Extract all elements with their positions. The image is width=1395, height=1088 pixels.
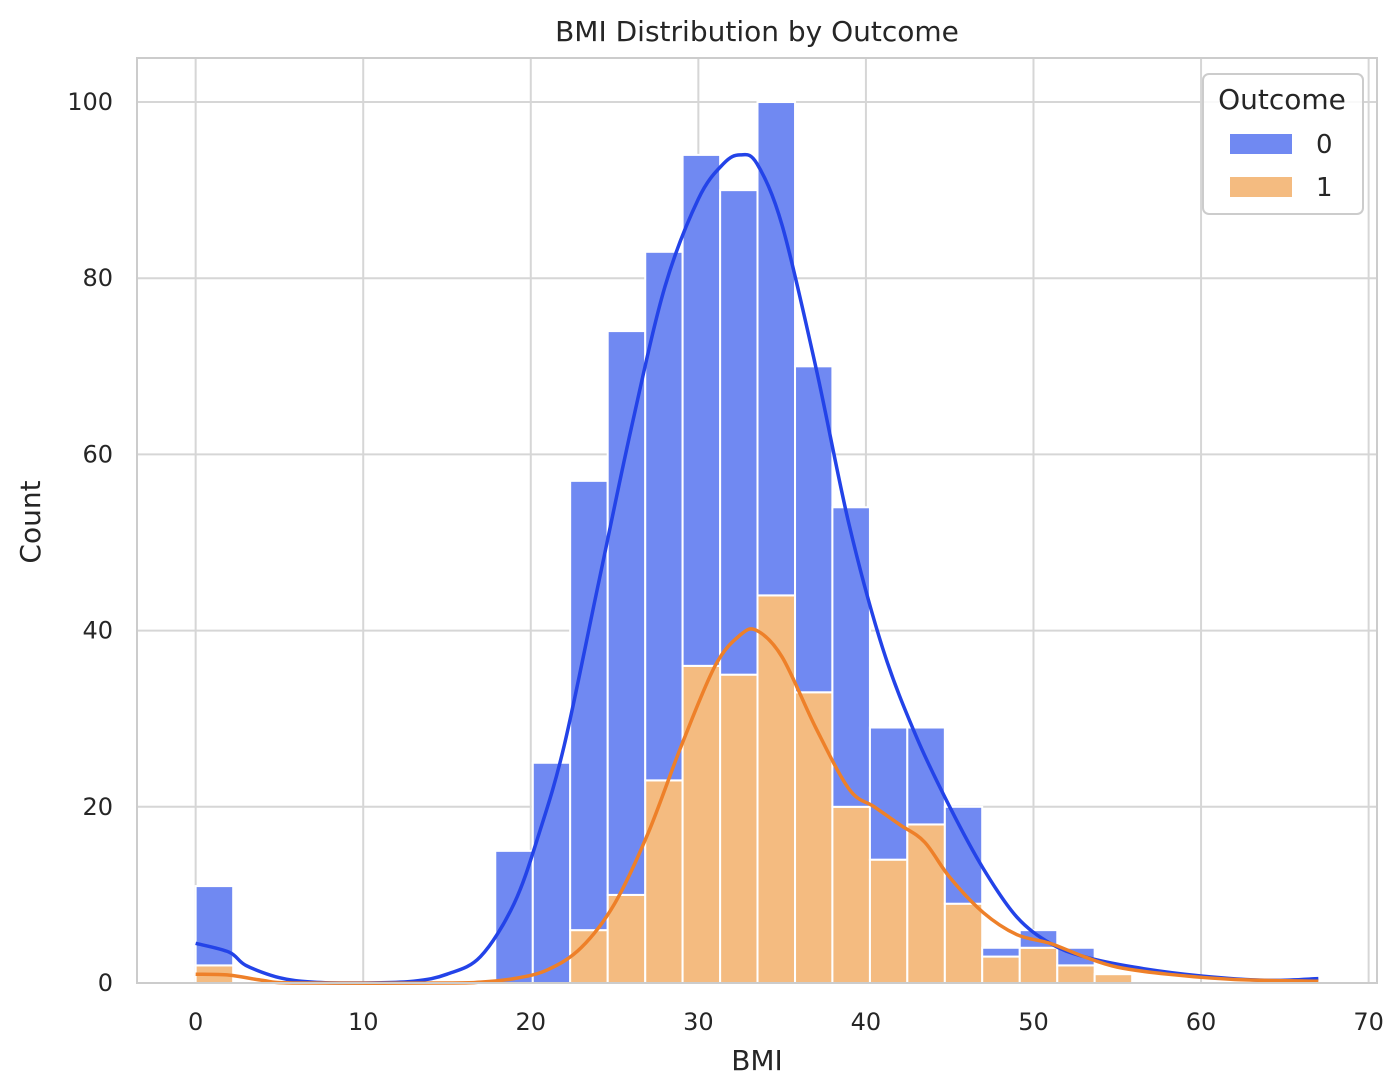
bar-outcome-0 xyxy=(756,101,797,597)
bar-outcome-1 xyxy=(906,823,946,985)
y-tick-label: 80 xyxy=(82,264,113,292)
x-tick-label: 10 xyxy=(348,1008,379,1036)
legend-label-1: 1 xyxy=(1316,173,1333,203)
x-tick-labels: 0 10 20 30 40 50 60 70 xyxy=(188,1008,1384,1036)
legend-title: Outcome xyxy=(1218,83,1346,116)
y-tick-labels: 0 20 40 60 80 100 xyxy=(67,88,113,997)
y-tick-label: 40 xyxy=(82,617,113,645)
bar-outcome-1 xyxy=(943,902,984,985)
bar-outcome-0 xyxy=(681,153,722,667)
y-tick-label: 0 xyxy=(98,969,113,997)
x-tick-label: 30 xyxy=(683,1008,714,1036)
x-tick-label: 50 xyxy=(1018,1008,1049,1036)
bar-outcome-0 xyxy=(644,250,684,782)
bar-outcome-0 xyxy=(569,479,609,932)
bar-outcome-0 xyxy=(606,330,647,896)
plot-frame xyxy=(136,57,1378,984)
bar-outcome-1 xyxy=(1018,946,1059,984)
bar-outcome-1 xyxy=(1056,964,1096,985)
x-tick-label: 60 xyxy=(1186,1008,1217,1036)
x-axis-label: BMI xyxy=(731,1044,783,1077)
legend-swatch-0 xyxy=(1230,134,1292,154)
y-tick-label: 100 xyxy=(67,88,113,116)
bar-outcome-1 xyxy=(794,691,834,984)
legend-swatch-1 xyxy=(1230,177,1292,197)
bar-outcome-1 xyxy=(681,664,722,984)
bar-outcome-1 xyxy=(868,858,909,985)
x-tick-label: 70 xyxy=(1353,1008,1384,1036)
bar-outcome-1 xyxy=(756,594,797,985)
bar-outcome-1 xyxy=(644,779,684,985)
kde-line-outcome-0 xyxy=(195,152,1319,985)
bar-outcome-0 xyxy=(981,946,1021,958)
bar-outcome-1 xyxy=(981,955,1021,984)
bar-outcome-1 xyxy=(719,673,759,985)
x-tick-label: 20 xyxy=(516,1008,547,1036)
bar-outcome-0 xyxy=(906,726,946,826)
bar-outcome-1 xyxy=(1093,973,1134,985)
legend: Outcome 0 1 xyxy=(1202,73,1364,215)
x-tick-label: 40 xyxy=(851,1008,882,1036)
bar-outcome-0 xyxy=(194,885,235,967)
y-tick-label: 20 xyxy=(82,793,113,821)
y-axis-label: Count xyxy=(14,480,47,563)
y-tick-label: 60 xyxy=(82,440,113,468)
bar-outcome-0 xyxy=(831,506,871,808)
chart-title: BMI Distribution by Outcome xyxy=(555,15,959,48)
x-tick-label: 0 xyxy=(188,1008,203,1036)
bar-outcome-0 xyxy=(868,726,909,861)
legend-label-0: 0 xyxy=(1316,130,1333,160)
bar-outcome-1 xyxy=(831,805,871,984)
bar-outcome-0 xyxy=(719,189,759,676)
